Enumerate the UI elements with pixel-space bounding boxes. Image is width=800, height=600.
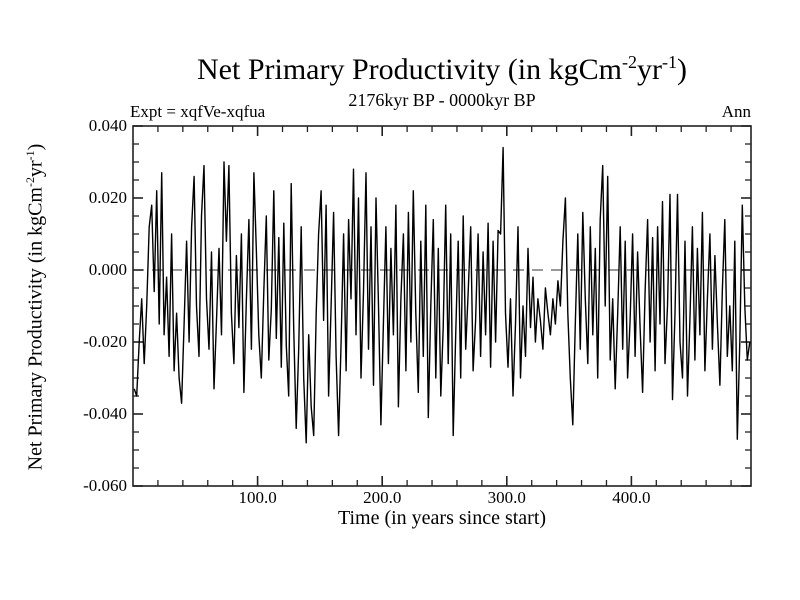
y-axis-title-text: yr xyxy=(24,160,47,178)
chart-subtitle-date-range: 2176kyr BP - 0000kyr BP xyxy=(348,90,536,110)
y-tick-label: 0.040 xyxy=(88,116,127,135)
y-tick-label: -0.040 xyxy=(83,404,127,423)
period-annual-label: Ann xyxy=(721,102,751,121)
chart-title-superscript: -1 xyxy=(661,52,677,72)
y-tick-label: -0.020 xyxy=(83,332,127,351)
y-axis-title-superscript: -1 xyxy=(23,150,37,161)
chart-title-text: ) xyxy=(676,53,687,86)
y-tick-label: 0.000 xyxy=(88,260,127,279)
y-axis-title-text: Net Primary Productivity (in kgCm xyxy=(24,187,47,471)
chart-title-text: yr xyxy=(636,53,662,86)
y-axis-title-superscript: -2 xyxy=(23,177,37,188)
y-tick-label: 0.020 xyxy=(88,188,127,207)
npp-anomaly-line xyxy=(133,146,751,444)
experiment-label: Expt = xqfVe-xqfua xyxy=(130,102,266,121)
x-tick-label: 100.0 xyxy=(238,488,277,507)
chart-title-text: Net Primary Productivity (in kgCm xyxy=(197,53,622,86)
y-axis-title: Net Primary Productivity (in kgCm-2yr-1) xyxy=(23,97,49,517)
y-axis-title-text: ) xyxy=(24,143,47,151)
chart-title-superscript: -2 xyxy=(621,52,637,72)
y-tick-label: -0.060 xyxy=(83,476,127,495)
chart-title: Net Primary Productivity (in kgCm-2yr-1) xyxy=(133,52,751,87)
plot-frame xyxy=(132,125,752,487)
x-tick-label: 400.0 xyxy=(612,488,651,507)
x-axis-title: Time (in years since start) xyxy=(337,507,547,529)
x-tick-label: 200.0 xyxy=(363,488,402,507)
x-tick-label: 300.0 xyxy=(487,488,526,507)
